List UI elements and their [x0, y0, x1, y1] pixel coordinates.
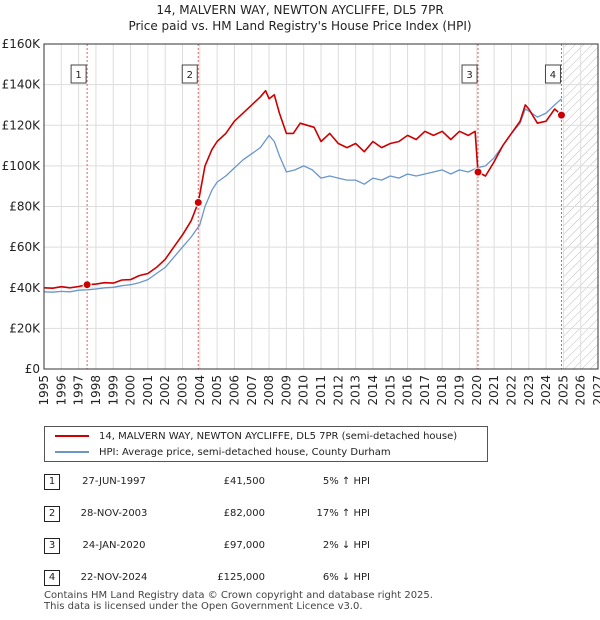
sale-point: [193, 197, 203, 207]
sale-marker-label: 2: [187, 70, 193, 81]
y-tick-label: £140K: [2, 78, 42, 92]
sale-hpi-change: 2% ↓ HPI: [322, 540, 370, 551]
x-tick-label: 2011: [314, 375, 328, 406]
sale-marker-box: [70, 64, 87, 84]
x-tick-label: 2014: [366, 375, 380, 406]
legend-swatch-hpi: [55, 451, 89, 453]
y-tick-label: £80K: [9, 200, 41, 214]
x-tick-label: 2000: [124, 375, 138, 406]
legend-item-hpi: HPI: Average price, semi-detached house,…: [55, 444, 391, 460]
x-tick-label: 1998: [89, 375, 103, 406]
x-tick-label: 2019: [453, 375, 467, 406]
y-tick-label: £20K: [9, 321, 41, 335]
price-chart: 1 2 3 4 £0 £20K £40K £60K £80K £100K £120K £140K £16…: [2, 37, 600, 406]
legend-label-hpi: HPI: Average price, semi-detached house,…: [99, 446, 391, 458]
sale-price: £97,000: [223, 540, 265, 551]
sale-price: £41,500: [223, 476, 265, 487]
x-tick-label: 2026: [574, 375, 588, 406]
sale-number-badge: 3: [44, 538, 60, 554]
x-tick-label: 2023: [522, 375, 536, 406]
x-tick-label: 2020: [470, 375, 484, 406]
x-tick-label: 1999: [106, 375, 120, 406]
sale-marker-label: 1: [75, 70, 81, 81]
sale-point: [556, 110, 566, 120]
x-tick-label: 1997: [72, 375, 86, 406]
y-tick-label: £60K: [9, 240, 41, 254]
x-tick-label: 2012: [331, 375, 345, 406]
x-tick-label: 2013: [349, 375, 363, 406]
x-tick-label: 2010: [297, 375, 311, 406]
x-tick-label: 2004: [193, 375, 207, 406]
sale-price: £125,000: [217, 572, 265, 583]
x-tick-label: 2015: [383, 375, 397, 406]
x-tick-label: 2018: [435, 375, 449, 406]
x-tick-label: 2024: [539, 375, 553, 406]
sale-price: £82,000: [223, 508, 265, 519]
legend: 14, MALVERN WAY, NEWTON AYCLIFFE, DL5 7P…: [44, 426, 488, 462]
footer-licence: This data is licensed under the Open Gov…: [44, 601, 363, 612]
sale-marker-label: 3: [466, 70, 472, 81]
sale-point: [473, 167, 483, 177]
sale-hpi-change: 17% ↑ HPI: [316, 508, 370, 519]
y-tick-label: £160K: [2, 37, 42, 51]
x-tick-label: 2002: [158, 375, 172, 406]
y-tick-label: £100K: [2, 159, 42, 173]
sale-row: 3 24-JAN-2020 £97,000 2% ↓ HPI: [0, 538, 600, 558]
legend-item-property: 14, MALVERN WAY, NEWTON AYCLIFFE, DL5 7P…: [55, 428, 457, 444]
sale-number-badge: 1: [44, 474, 60, 490]
sale-number-badge: 2: [44, 506, 60, 522]
x-tick-label: 1996: [54, 375, 68, 406]
sale-hpi-change: 5% ↑ HPI: [322, 476, 370, 487]
x-tick-label: 2022: [504, 375, 518, 406]
legend-label-property: 14, MALVERN WAY, NEWTON AYCLIFFE, DL5 7P…: [99, 430, 458, 442]
x-tick-label: 2025: [556, 375, 570, 406]
chart-title: 14, MALVERN WAY, NEWTON AYCLIFFE, DL5 7P…: [156, 3, 444, 17]
x-tick-label: 2021: [487, 375, 501, 406]
hpi-line: [43, 98, 562, 293]
x-tick-label: 2009: [279, 375, 293, 406]
sale-row: 1 27-JUN-1997 £41,500 5% ↑ HPI: [0, 474, 600, 494]
legend-swatch-property: [55, 435, 89, 437]
x-tick-label: 1995: [37, 375, 51, 406]
footer-copyright: Contains HM Land Registry data © Crown c…: [44, 590, 433, 601]
sale-row: 2 28-NOV-2003 £82,000 17% ↑ HPI: [0, 506, 600, 526]
sale-row: 4 22-NOV-2024 £125,000 6% ↓ HPI: [0, 570, 600, 590]
sale-marker-box: [181, 64, 198, 84]
sale-marker-box: [544, 64, 561, 84]
x-tick-label: 2017: [418, 375, 432, 406]
sale-number-badge: 4: [44, 570, 60, 586]
sale-date: 22-NOV-2024: [80, 572, 148, 583]
x-tick-label: 2006: [227, 375, 241, 406]
sale-date: 24-JAN-2020: [82, 540, 146, 551]
x-tick-label: 2007: [245, 375, 259, 406]
sale-date: 27-JUN-1997: [82, 476, 146, 487]
x-tick-label: 2001: [141, 375, 155, 406]
plot-frame: [43, 43, 599, 370]
x-tick-label: 2005: [210, 375, 224, 406]
x-tick-label: 2008: [262, 375, 276, 406]
x-tick-label: 2027: [591, 375, 600, 406]
x-tick-label: 2016: [401, 375, 415, 406]
sale-hpi-change: 6% ↓ HPI: [322, 572, 370, 583]
x-tick-label: 2003: [176, 375, 190, 406]
sale-marker-box: [461, 64, 478, 84]
sale-date: 28-NOV-2003: [80, 508, 148, 519]
sale-marker-label: 4: [550, 70, 556, 81]
sale-point: [82, 280, 92, 290]
y-tick-label: £120K: [2, 118, 42, 132]
chart-subtitle: Price paid vs. HM Land Registry's House …: [128, 19, 472, 33]
y-tick-label: £0: [25, 362, 40, 376]
y-tick-label: £40K: [9, 281, 41, 295]
